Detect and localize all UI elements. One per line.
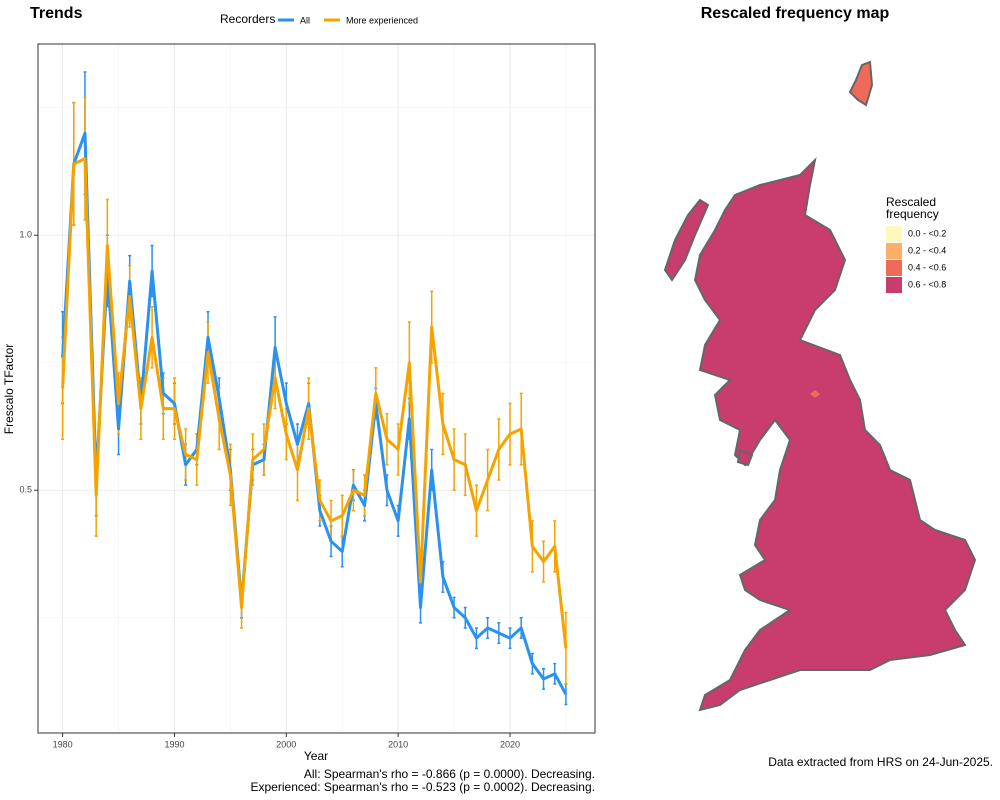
y-axis-label: Frescalo TFactor [2,344,16,434]
map-region [810,390,820,398]
x-tick-label: 1990 [164,739,184,749]
map-caption: Data extracted from HRS on 24-Jun-2025. [768,755,993,769]
x-axis-label: Year [304,749,328,763]
chart-title: Trends [30,5,83,22]
map-legend-swatch [886,226,902,242]
map-legend-title: frequency [886,207,939,221]
x-tick-label: 2020 [500,739,520,749]
map-legend: Rescaled frequency 0.0 - <0.2 0.2 - <0.4 0… [886,195,946,293]
x-tick-label: 2000 [276,739,296,749]
map-island [848,60,874,107]
map-legend-label: 0.0 - <0.2 [908,228,946,238]
legend-title: Recorders [220,12,275,26]
line-series [61,157,568,649]
map-legend-title: Rescaled [886,195,936,209]
error-bar [564,611,568,685]
map-legend-label: 0.6 - <0.8 [908,279,946,289]
plot-border [37,43,596,734]
map-legend-swatch [886,277,902,293]
line-series [61,131,568,695]
legend-label: More experienced [346,15,418,25]
map-legend-label: 0.2 - <0.4 [908,245,946,255]
y-tick-label: 0.5 [19,485,32,495]
map-legend-swatch [886,260,902,276]
map-legend-swatch [886,243,902,259]
map-island [663,198,710,282]
x-tick-label: 2010 [388,739,408,749]
footnote: All: Spearman's rho = -0.866 (p = 0.0000… [304,767,595,781]
legend-label: All [300,15,310,25]
footnote: Experienced: Spearman's rho = -0.523 (p … [251,780,596,794]
y-tick-label: 1.0 [19,230,32,240]
x-tick-label: 1980 [53,739,73,749]
map-legend-label: 0.4 - <0.6 [908,262,946,272]
map [663,60,977,712]
map-title: Rescaled frequency map [701,5,890,22]
map-mainland [693,156,977,712]
map-island [736,448,754,467]
